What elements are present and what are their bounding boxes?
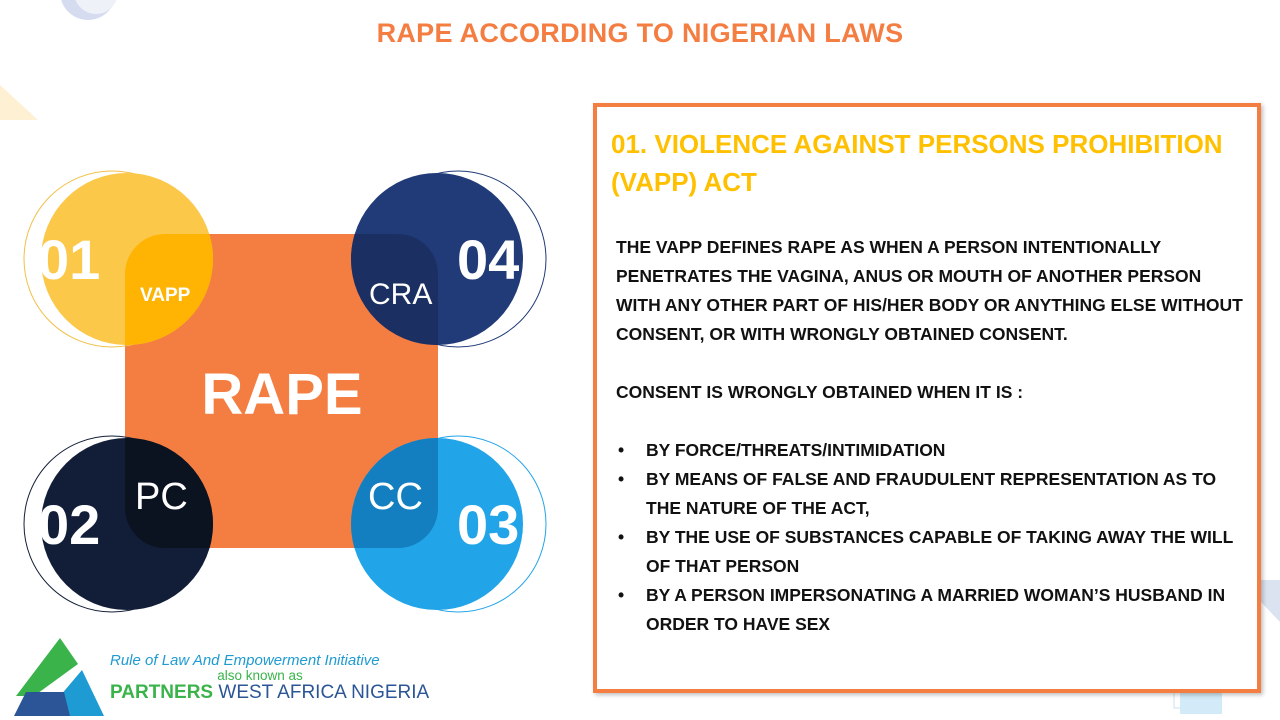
consent-heading: CONSENT IS WRONGLY OBTAINED WHEN IT IS :: [616, 382, 1024, 402]
list-item: BY THE USE OF SUBSTANCES CAPABLE OF TAKI…: [616, 523, 1246, 581]
vapp-panel: 01. VIOLENCE AGAINST PERSONS PROHIBITION…: [593, 103, 1261, 693]
logo-line1: Rule of Law And Empowerment Initiative: [110, 652, 380, 669]
logo-triangle-icon: [14, 638, 104, 716]
definition-text: THE VAPP DEFINES RAPE AS WHEN A PERSON I…: [616, 237, 1243, 344]
logo-partners: PARTNERS: [110, 682, 214, 703]
label-cc: CC: [368, 476, 423, 518]
label-pc: PC: [135, 476, 188, 518]
label-cra: CRA: [369, 278, 432, 311]
number-01: 01: [38, 228, 100, 291]
list-item: BY A PERSON IMPERSONATING A MARRIED WOMA…: [616, 581, 1246, 639]
panel-title: 01. VIOLENCE AGAINST PERSONS PROHIBITION…: [611, 129, 1223, 197]
number-04: 04: [457, 228, 519, 291]
decor-triangle: [0, 85, 38, 120]
number-02: 02: [38, 493, 100, 556]
center-label: RAPE: [201, 362, 362, 427]
logo-west-africa-nigeria: WEST AFRICA NIGERIA: [218, 682, 430, 703]
list-item: BY MEANS OF FALSE AND FRAUDULENT REPRESE…: [616, 465, 1246, 523]
rape-diagram: 01 VAPP 04 CRA 02 PC 03 CC RAPE: [23, 170, 547, 613]
logo-line2: also known as: [217, 668, 303, 683]
slide-title: RAPE ACCORDING TO NIGERIAN LAWS: [376, 18, 904, 48]
consent-list: BY FORCE/THREATS/INTIMIDATION BY MEANS O…: [616, 436, 1246, 639]
label-vapp: VAPP: [140, 285, 191, 306]
decor-circle: [75, 0, 117, 14]
panel-body: THE VAPP DEFINES RAPE AS WHEN A PERSON I…: [616, 233, 1246, 639]
list-item: BY FORCE/THREATS/INTIMIDATION: [616, 436, 1246, 465]
number-03: 03: [457, 493, 519, 556]
organization-logo: Rule of Law And Empowerment Initiative a…: [110, 652, 440, 704]
